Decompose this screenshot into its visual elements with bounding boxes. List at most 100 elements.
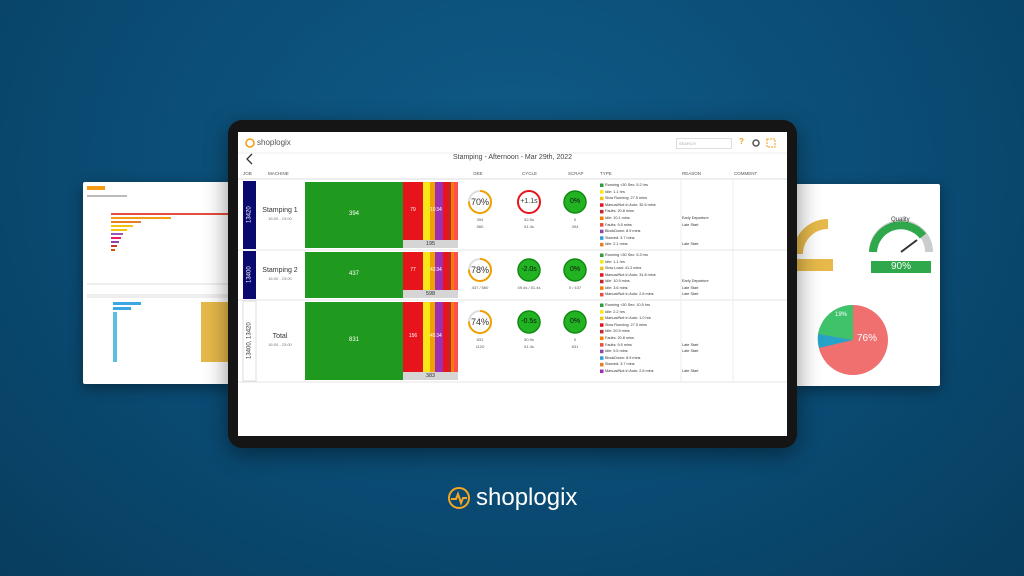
scrap-value: 0% — [569, 198, 581, 205]
type-label: Running <30 Sec: 10.5 hrs — [605, 303, 651, 307]
segment-value: 34 — [436, 267, 442, 273]
logo-pulse — [451, 491, 467, 506]
mini-logo — [87, 186, 105, 190]
gauge-fill — [517, 310, 541, 334]
cycle-detail: 51.4s — [524, 344, 534, 349]
gauge-label: Quality — [891, 217, 910, 223]
search-box[interactable]: SEARCH — [676, 138, 732, 149]
type-reason: Late Start — [682, 369, 699, 373]
job-label: 13420 — [246, 206, 253, 224]
type-reason: Early Departure — [682, 279, 709, 284]
scrap-value: 0% — [569, 266, 581, 273]
downtime-segment — [430, 302, 435, 372]
mini-text — [87, 195, 127, 197]
type-label: Manual/Not in Auto: 32.6 mins — [605, 202, 656, 207]
type-label: Idle: 9.5 mins — [605, 349, 628, 354]
total-value: 598 — [425, 291, 436, 297]
type-swatch — [600, 266, 604, 271]
segment-value: 10 — [430, 207, 436, 213]
cycle-detail: 51.4s — [524, 224, 534, 229]
type-label: Idle: 20.9 mins — [605, 329, 630, 334]
gauge-fill — [563, 190, 587, 214]
mini-bar — [111, 225, 133, 227]
type-swatch — [600, 343, 604, 347]
oee-detail: 1120 — [475, 344, 485, 349]
type-label: Manual/Not in Auto: 31.8 mins — [605, 272, 656, 277]
mini-bar — [111, 245, 117, 247]
help-icon[interactable]: ? — [739, 137, 744, 146]
segment-value: 43 — [430, 267, 436, 273]
type-swatch — [600, 190, 604, 194]
segment-value: 156 — [408, 333, 418, 339]
downtime-segment — [423, 302, 430, 372]
cycle-value: -2.0s — [521, 266, 537, 273]
type-swatch — [600, 316, 604, 321]
mini-bar — [111, 217, 171, 219]
apps-icon[interactable] — [766, 138, 776, 148]
gauge-arc — [869, 221, 927, 253]
footer-logo: shoplogix — [476, 484, 578, 511]
type-label: Starved: 3.7 mins — [605, 362, 635, 367]
oee-detail: 437 / 560 — [471, 285, 489, 290]
downtime-segment — [448, 182, 451, 240]
type-label: Idle: 1.1 hrs — [605, 189, 625, 194]
gauge-arc — [468, 190, 492, 214]
gauge-arc — [793, 219, 829, 255]
cycle-detail: 50.9s — [524, 337, 534, 342]
type-label: Manual/Not in Auto: 1.0 hrs — [605, 316, 651, 321]
downtime-segment — [451, 302, 454, 372]
type-swatch — [600, 279, 604, 284]
downtime-segment — [435, 182, 443, 240]
machine-name: Stamping 1 — [262, 207, 298, 214]
gauge-needle — [900, 239, 918, 253]
oee-value: 74% — [470, 317, 489, 327]
left-card — [83, 182, 233, 384]
type-swatch — [600, 183, 604, 187]
mini-bar — [111, 213, 231, 215]
downtime-segment — [430, 252, 435, 290]
scrap-detail: 0 — [573, 337, 577, 342]
type-swatch — [600, 286, 604, 290]
type-swatch — [600, 369, 604, 373]
column-header: JOB — [243, 171, 252, 176]
oee-detail: 831 — [476, 337, 484, 342]
cycle-value: -0.5s — [521, 318, 537, 325]
downtime-segment — [403, 252, 423, 290]
gauge-fill — [563, 258, 587, 282]
type-label: Idle: 2.2 hrs — [605, 309, 625, 314]
mini-column — [113, 312, 117, 362]
downtime-segment — [443, 182, 448, 240]
running-value: 437 — [348, 271, 359, 277]
type-swatch — [600, 362, 604, 367]
mini-bar — [111, 233, 123, 235]
type-reason: Early Departure — [682, 216, 709, 220]
settings-icon[interactable] — [752, 139, 760, 147]
job-cell — [243, 251, 256, 299]
scrap-detail: 0 — [573, 217, 577, 222]
oee-value: 78% — [470, 265, 489, 275]
type-swatch — [600, 356, 604, 360]
left-card-graphic — [87, 186, 231, 362]
type-label: Idle: 10.1 mins — [605, 216, 630, 220]
type-label: Idle: 1.1 hrs — [605, 259, 625, 264]
mini-bar — [113, 307, 131, 310]
type-label: Starved: 3.7 mins — [605, 235, 635, 240]
total-strip — [403, 372, 458, 380]
back-button[interactable] — [246, 153, 253, 165]
type-swatch — [600, 253, 604, 257]
type-label: BlockDown: 8.9 mins — [605, 229, 641, 234]
pie-small-value: 19% — [835, 312, 848, 318]
mini-column — [201, 302, 229, 362]
job-label: 13400, 13420 — [246, 322, 253, 360]
cycle-value: +1.1s — [520, 198, 538, 205]
scrap-detail: 0 / 437 — [568, 285, 582, 290]
app-logo: shoplogix — [257, 138, 291, 147]
logo-icon — [245, 138, 255, 148]
total-strip — [403, 290, 458, 298]
type-swatch — [600, 242, 604, 247]
downtime-segment — [454, 182, 458, 240]
type-swatch — [600, 223, 604, 227]
logo-ring — [448, 487, 470, 509]
machine-shift: 16:00 - 23:00 — [268, 276, 292, 281]
type-swatch — [600, 209, 604, 214]
